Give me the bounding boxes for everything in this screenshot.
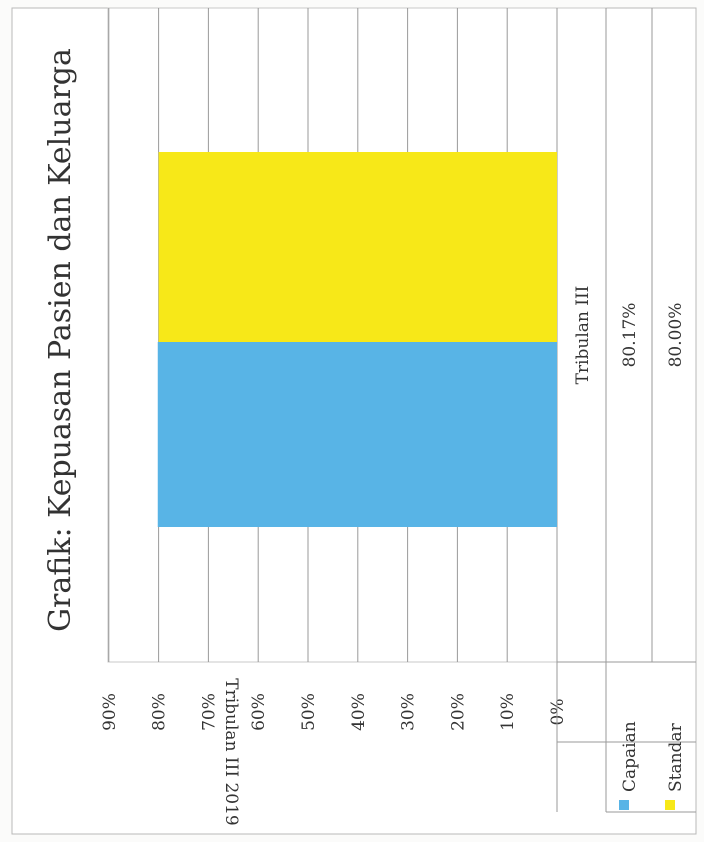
plot-area [107,7,607,663]
y-tick-label: 0% [548,699,568,726]
y-tick-label: 80% [150,693,170,731]
data-table-grid [556,8,696,813]
y-tick-label: 90% [100,693,120,731]
y-axis-ticks: 0% 10% 20% 30% 40% 50% 60% 70% 80% 90% [100,693,568,731]
legend-swatch-capaian [619,800,629,810]
chart-title: Grafik: Kepuasan Pasien dan Keluarga [43,48,78,632]
legend-label-capaian: Capaian [620,721,640,792]
y-tick-label: 30% [399,693,419,731]
data-table: Tribulan III Capaian 80.17% Standar 80.0… [556,8,696,813]
y-axis-label: Tribulan III 2019 [221,678,241,825]
y-tick-label: 20% [448,693,468,731]
y-tick-label: 10% [498,693,518,731]
y-tick-label: 70% [199,693,219,731]
bars [157,152,557,527]
y-tick-label: 60% [249,693,269,731]
legend-swatch-standar [665,800,675,810]
data-label-standar: 80.00% [666,303,686,368]
category-label: Tribulan III [573,286,593,385]
bar-standar [158,152,557,342]
legend-label-standar: Standar [666,722,686,792]
y-tick-label: 50% [299,693,319,731]
bar-capaian [157,342,557,527]
data-label-capaian: 80.17% [620,303,640,368]
y-tick-label: 40% [349,693,369,731]
